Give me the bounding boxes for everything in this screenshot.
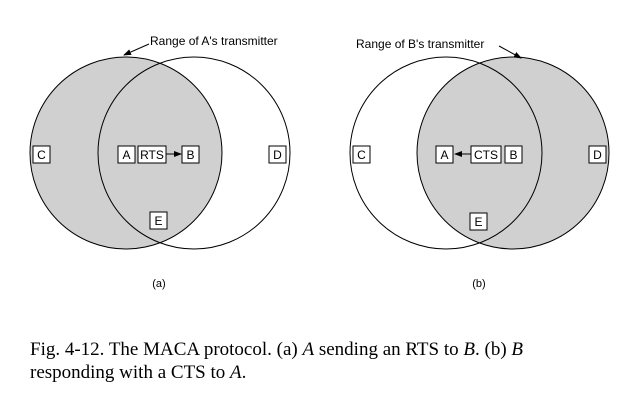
node-b-b: B	[504, 145, 523, 164]
svg-text:E: E	[474, 215, 482, 229]
svg-text:C: C	[37, 148, 46, 162]
svg-text:RTS: RTS	[140, 148, 164, 162]
rts-message-box: RTS	[137, 145, 167, 164]
panel-b-sublabel: (b)	[472, 278, 485, 290]
node-d-a: D	[268, 145, 287, 164]
svg-text:CTS: CTS	[474, 148, 498, 162]
range-label-a: Range of A's transmitter	[150, 34, 278, 48]
svg-text:C: C	[357, 148, 366, 162]
maca-diagram: Range of A's transmitter C A RTS B D E (…	[29, 34, 610, 290]
range-a-circle-outline	[349, 56, 543, 250]
range-pointer-arrow-b	[498, 45, 522, 59]
svg-text:D: D	[593, 148, 602, 162]
node-a-a: A	[117, 145, 136, 164]
svg-text:B: B	[509, 148, 517, 162]
range-label-b: Range of B's transmitter	[356, 37, 484, 51]
range-b-circle-outline	[97, 56, 291, 250]
node-b-a: B	[181, 145, 200, 164]
panel-a-sublabel: (a)	[152, 278, 165, 290]
node-c-a: C	[32, 145, 51, 164]
svg-text:A: A	[440, 148, 448, 162]
cts-message-box: CTS	[470, 145, 502, 164]
node-e-a: E	[149, 211, 168, 230]
svg-text:D: D	[273, 148, 282, 162]
panel-b: Range of B's transmitter C A CTS B D E (…	[349, 37, 610, 290]
range-pointer-arrow-a	[123, 43, 150, 56]
figure-caption: Fig. 4-12. The MACA protocol. (a) A send…	[30, 339, 524, 383]
node-e-b: E	[469, 212, 488, 231]
node-c-b: C	[352, 145, 371, 164]
svg-text:A: A	[122, 148, 130, 162]
node-a-b: A	[435, 145, 454, 164]
svg-text:E: E	[154, 214, 162, 228]
svg-text:B: B	[186, 148, 194, 162]
node-d-b: D	[588, 145, 607, 164]
panel-a: Range of A's transmitter C A RTS B D E (…	[29, 34, 291, 290]
